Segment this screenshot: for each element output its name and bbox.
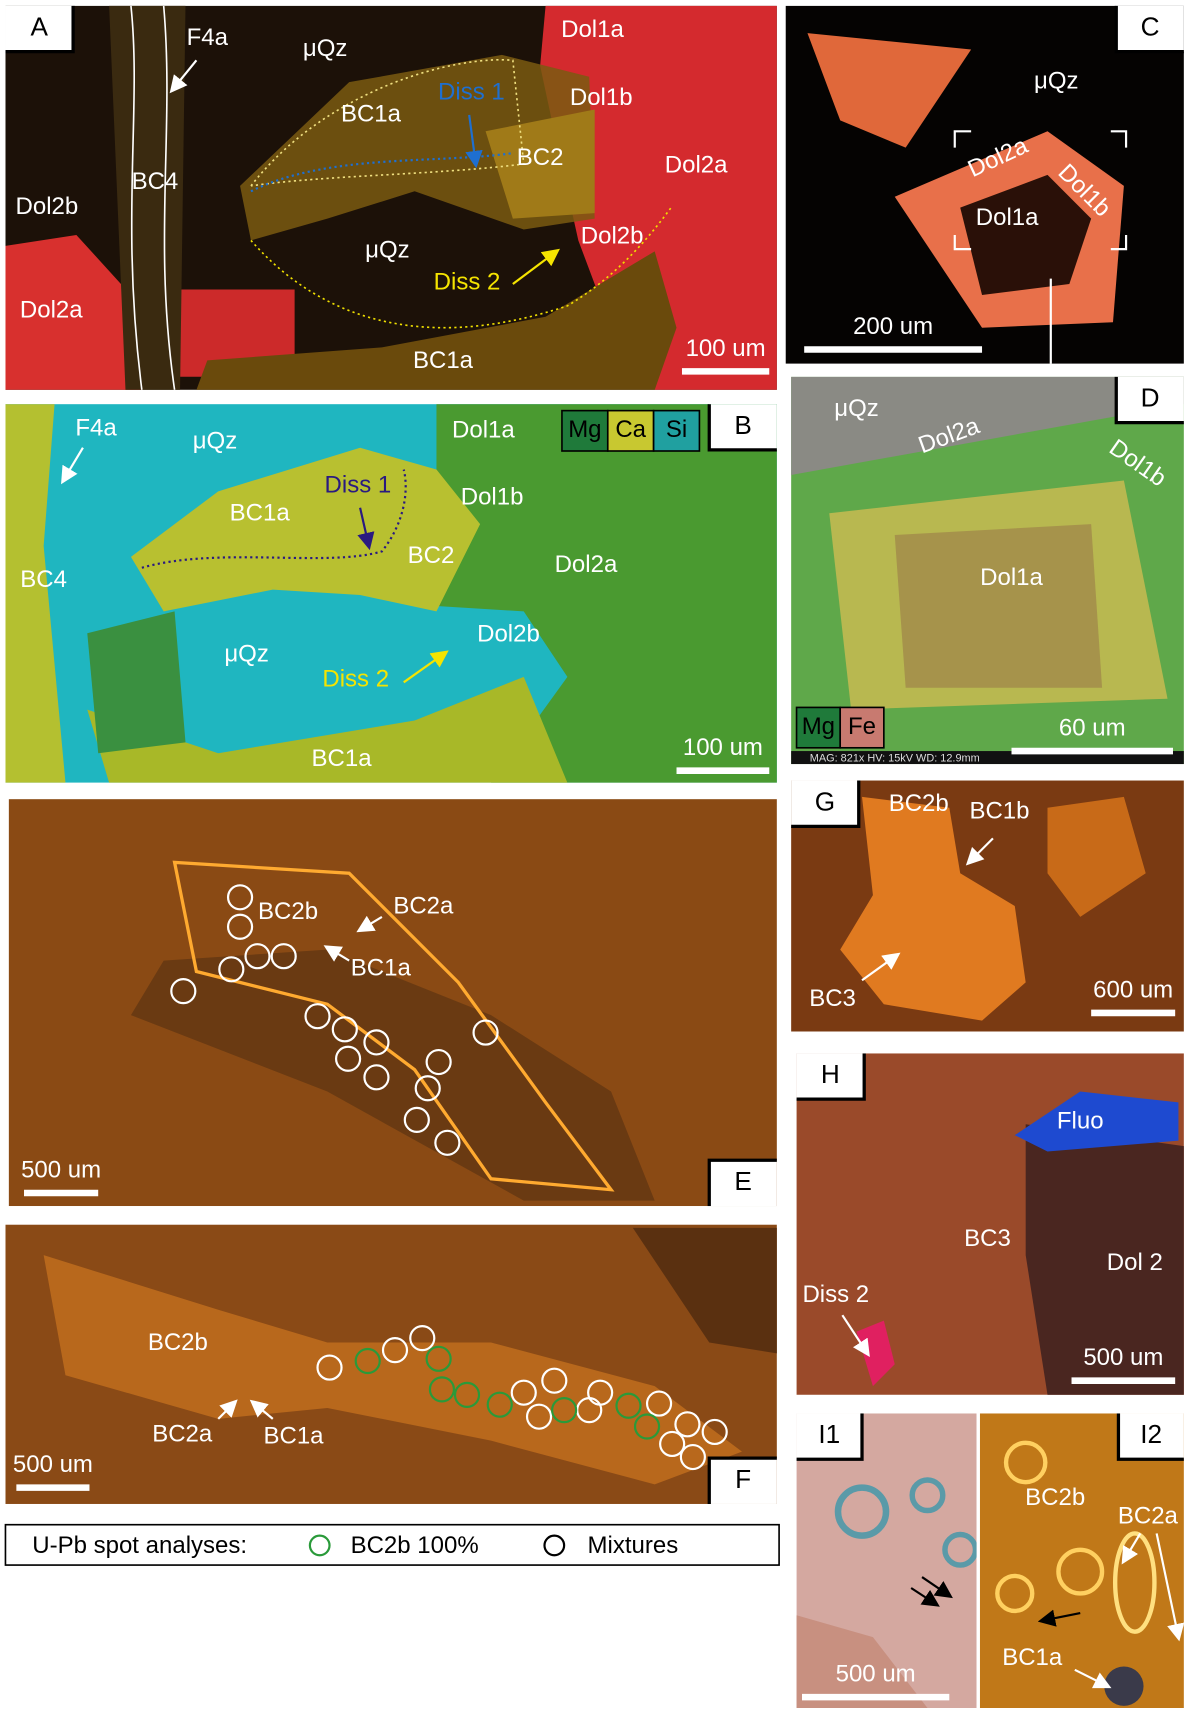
scale-label: 500 um	[13, 1451, 93, 1478]
phase-label: Dol1b	[461, 483, 524, 510]
legend-item: Mixtures	[588, 1532, 679, 1559]
texture	[87, 611, 185, 753]
phase-label: Dol2a	[20, 297, 83, 324]
phase-label: BC3	[809, 985, 856, 1012]
phase-label: BC2a	[393, 892, 454, 919]
phase-label: μQz	[303, 35, 348, 62]
panel-letter: C	[1141, 12, 1160, 42]
phase-label: Dol1b	[570, 84, 633, 111]
phase-label: μQz	[224, 640, 269, 667]
phase-label: Dol2b	[581, 222, 644, 249]
panel-letter: I1	[818, 1419, 840, 1449]
texture	[895, 524, 1102, 688]
figure: F4a μQz Dol1a Dol1b Diss 1 BC1a BC2 Dol2a BC4 Dol…	[0, 0, 1197, 1716]
phase-label: BC4	[20, 566, 67, 593]
phase-label: Diss 2	[434, 268, 501, 295]
panel-letter: H	[821, 1059, 840, 1089]
phase-label: BC2a	[152, 1421, 213, 1448]
scale-label: 500 um	[21, 1157, 101, 1184]
scale-label: 500 um	[836, 1661, 916, 1688]
scale-label: 100 um	[686, 335, 766, 362]
panel-letter: G	[815, 786, 835, 816]
phase-label: F4a	[187, 24, 229, 51]
scale-label: 500 um	[1083, 1344, 1163, 1371]
phase-label: Dol1a	[976, 204, 1039, 231]
panel-letter: E	[734, 1166, 751, 1196]
phase-label: BC2b	[889, 790, 949, 817]
panel: BC2b BC2a BC1a I2	[980, 1413, 1184, 1708]
phase-label: Dol2b	[477, 621, 540, 648]
panel-letter: I2	[1140, 1419, 1162, 1449]
phase-label: Dol2a	[555, 551, 618, 578]
panel-letter: F	[735, 1464, 751, 1494]
element-label: Mg	[802, 713, 835, 740]
phase-label: F4a	[75, 415, 117, 442]
legend-item: BC2b 100%	[351, 1532, 479, 1559]
phase-label: Dol1a	[980, 564, 1043, 591]
scale-label: 60 um	[1059, 715, 1126, 742]
phase-label: BC1a	[1002, 1644, 1063, 1671]
texture	[1104, 1667, 1143, 1706]
phase-label: BC1a	[230, 500, 291, 527]
phase-label: Dol 2	[1107, 1249, 1163, 1276]
phase-label: μQz	[1034, 68, 1079, 95]
phase-label: BC2	[408, 542, 455, 569]
page: {"panels": [ {"letter": "A", "labels": […	[0, 0, 1197, 1716]
phase-label: BC1b	[969, 798, 1029, 825]
panel: 500 um I1	[797, 1413, 977, 1708]
panel: F4a μQz Dol1a Dol1b Diss 1 BC1a BC2 Dol2a BC4 Dol…	[5, 6, 776, 390]
phase-label: BC2	[517, 144, 564, 171]
phase-label: BC1a	[263, 1423, 324, 1450]
phase-label: BC2b	[258, 898, 318, 925]
phase-label: Dol1a	[561, 16, 624, 43]
phase-label: Diss 2	[802, 1281, 869, 1308]
element-label: Si	[666, 416, 687, 443]
element-label: Mg	[568, 416, 601, 443]
phase-label: μQz	[365, 237, 410, 264]
panel-letter: A	[31, 12, 49, 42]
legend: U-Pb spot analyses: BC2b 100% Mixtures	[5, 1525, 779, 1565]
phase-label: Fluo	[1057, 1107, 1104, 1134]
panel-letter: D	[1141, 383, 1160, 413]
phase-label: BC4	[132, 168, 179, 195]
phase-label: BC1a	[413, 347, 474, 374]
phase-label: BC3	[964, 1225, 1011, 1252]
panel: Fluo BC3 Dol 2 Diss 2 500 um H	[797, 1053, 1184, 1395]
phase-label: Dol2b	[16, 193, 79, 220]
panel: BC2b BC2a BC1a 500 um F	[5, 1225, 776, 1504]
phase-label: BC2b	[148, 1329, 208, 1356]
element-label: Ca	[615, 416, 646, 443]
panel: μQzDol2aDol1bDol1aMgFeMAG: 821x HV: 15kV…	[791, 377, 1184, 765]
scale-label: 100 um	[683, 734, 763, 761]
phase-label: BC2a	[1118, 1502, 1179, 1529]
phase-label: Dol2a	[665, 152, 728, 179]
phase-label: Dol1a	[452, 417, 515, 444]
instrument-text: MAG: 821x HV: 15kV WD: 12.9mm	[810, 753, 980, 765]
scale-label: 600 um	[1093, 976, 1173, 1003]
panel: F4a μQz Dol1a Dol1b Diss 1 BC1a BC2 Dol2a BC4 μQz…	[5, 404, 776, 783]
phase-label: BC1a	[341, 100, 402, 127]
phase-label: BC1a	[312, 745, 373, 772]
phase-label: Diss 1	[438, 78, 505, 105]
panel-letter: B	[734, 410, 751, 440]
element-label: Fe	[848, 713, 876, 740]
legend-title: U-Pb spot analyses:	[32, 1532, 247, 1559]
phase-label: μQz	[834, 395, 878, 422]
phase-label: Diss 2	[322, 665, 389, 692]
panels: F4a μQz Dol1a Dol1b Diss 1 BC1a BC2 Dol2a BC4 Dol…	[5, 6, 1183, 1708]
panel: BC2b BC1b BC3 600 um G	[791, 781, 1184, 1032]
scale-label: 200 um	[853, 313, 933, 340]
phase-label: Diss 1	[325, 471, 392, 498]
phase-label: BC2b	[1025, 1484, 1085, 1511]
panel: BC2b BC2a BC1a 500 um E	[9, 799, 777, 1206]
phase-label: BC1a	[351, 955, 412, 982]
phase-label: μQz	[193, 428, 238, 455]
